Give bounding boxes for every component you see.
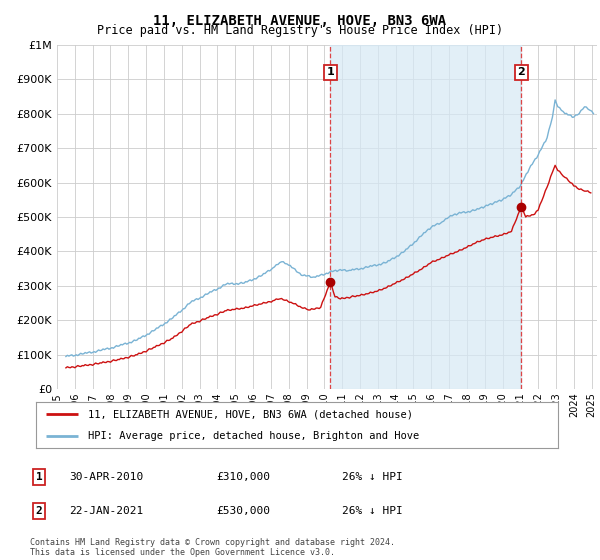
- Text: Price paid vs. HM Land Registry's House Price Index (HPI): Price paid vs. HM Land Registry's House …: [97, 24, 503, 37]
- Text: 26% ↓ HPI: 26% ↓ HPI: [342, 472, 403, 482]
- Text: 30-APR-2010: 30-APR-2010: [69, 472, 143, 482]
- Text: 2: 2: [517, 67, 525, 77]
- Text: £530,000: £530,000: [216, 506, 270, 516]
- Text: Contains HM Land Registry data © Crown copyright and database right 2024.
This d: Contains HM Land Registry data © Crown c…: [30, 538, 395, 557]
- Text: 11, ELIZABETH AVENUE, HOVE, BN3 6WA: 11, ELIZABETH AVENUE, HOVE, BN3 6WA: [154, 14, 446, 28]
- Text: 2: 2: [35, 506, 43, 516]
- Text: £310,000: £310,000: [216, 472, 270, 482]
- Bar: [330, 45, 521, 389]
- Text: HPI: Average price, detached house, Brighton and Hove: HPI: Average price, detached house, Brig…: [88, 431, 419, 441]
- Text: 1: 1: [35, 472, 43, 482]
- Text: 22-JAN-2021: 22-JAN-2021: [69, 506, 143, 516]
- Text: 26% ↓ HPI: 26% ↓ HPI: [342, 506, 403, 516]
- Text: 1: 1: [326, 67, 334, 77]
- Text: 11, ELIZABETH AVENUE, HOVE, BN3 6WA (detached house): 11, ELIZABETH AVENUE, HOVE, BN3 6WA (det…: [88, 409, 413, 419]
